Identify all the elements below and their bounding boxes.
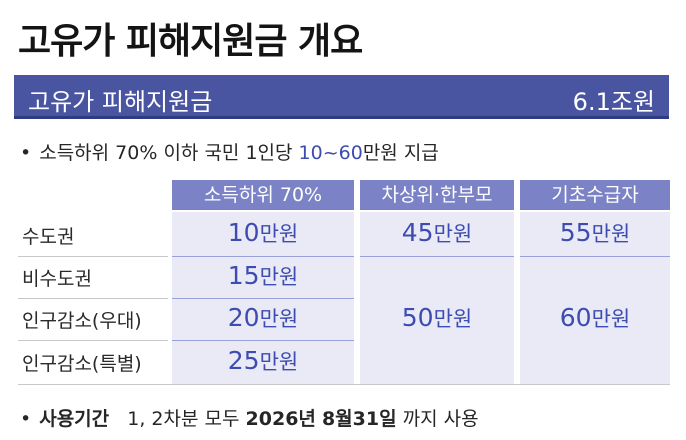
value-number: 20	[227, 303, 260, 332]
row-divider	[18, 340, 168, 341]
column-near-poverty-bg	[360, 212, 514, 384]
header-basic-recipient: 기초수급자	[520, 180, 670, 210]
value-number: 15	[227, 261, 260, 290]
value-unit: 만원	[433, 222, 473, 246]
value-basic-recipient-capital: 55만원	[520, 218, 670, 248]
value-low-income-capital: 10만원	[172, 218, 354, 248]
value-near-poverty-capital: 45만원	[360, 218, 514, 248]
value-unit: 만원	[433, 307, 473, 331]
banner-label: 고유가 피해지원금	[28, 88, 213, 116]
cell-divider	[172, 256, 354, 257]
value-number: 50	[401, 303, 434, 332]
value-unit: 만원	[259, 350, 299, 374]
cell-divider	[360, 256, 514, 257]
header-low-income: 소득하위 70%	[172, 180, 354, 210]
row-divider	[18, 256, 168, 257]
value-low-income-depop-special: 25만원	[172, 346, 354, 376]
usage-period-text: 1, 2차분 모두	[127, 408, 246, 430]
row-divider	[18, 298, 168, 299]
value-unit: 만원	[259, 222, 299, 246]
value-number: 45	[401, 218, 434, 247]
banner-amount: 6.1조원	[572, 88, 655, 116]
bullet-dot-icon: •	[20, 142, 32, 164]
value-number: 25	[227, 346, 260, 375]
value-number: 60	[559, 303, 592, 332]
row-label-depop-special: 인구감소(특별)	[22, 353, 142, 375]
eligibility-prefix: 소득하위 70% 이하 국민 1인당	[39, 142, 299, 164]
value-low-income-non-capital: 15만원	[172, 261, 354, 291]
usage-period-label: 사용기간	[39, 408, 110, 430]
usage-period-date: 8월31일	[321, 408, 397, 430]
value-low-income-depop-preferred: 20만원	[172, 303, 354, 333]
page-title: 고유가 피해지원금 개요	[18, 21, 363, 62]
usage-period-year: 2026년	[245, 408, 316, 430]
usage-period-bullet: • 사용기간 1, 2차분 모두 2026년 8월31일 까지 사용	[20, 404, 479, 431]
value-unit: 만원	[591, 307, 631, 331]
eligibility-suffix: 만원 지급	[362, 142, 439, 164]
value-near-poverty-other: 50만원	[360, 303, 514, 333]
value-number: 10	[227, 218, 260, 247]
header-near-poverty-single-parent: 차상위·한부모	[360, 180, 514, 210]
bullet-dot-icon: •	[20, 408, 32, 430]
cell-divider	[172, 340, 354, 341]
value-unit: 만원	[259, 265, 299, 289]
row-label-depop-preferred: 인구감소(우대)	[22, 310, 142, 332]
eligibility-bullet: • 소득하위 70% 이하 국민 1인당 10~60만원 지급	[20, 138, 439, 165]
value-unit: 만원	[591, 222, 631, 246]
column-basic-recipient-bg	[520, 212, 670, 384]
usage-period-suffix: 까지 사용	[396, 408, 479, 430]
value-basic-recipient-other: 60만원	[520, 303, 670, 333]
cell-divider	[172, 298, 354, 299]
eligibility-amount-range: 10~60	[298, 142, 363, 164]
row-label-capital: 수도권	[22, 226, 75, 248]
value-number: 55	[559, 218, 592, 247]
value-unit: 만원	[259, 307, 299, 331]
row-label-non-capital: 비수도권	[22, 268, 92, 290]
cell-divider	[520, 256, 670, 257]
summary-banner: 고유가 피해지원금 6.1조원	[14, 75, 669, 119]
table-bottom-border	[18, 384, 670, 385]
